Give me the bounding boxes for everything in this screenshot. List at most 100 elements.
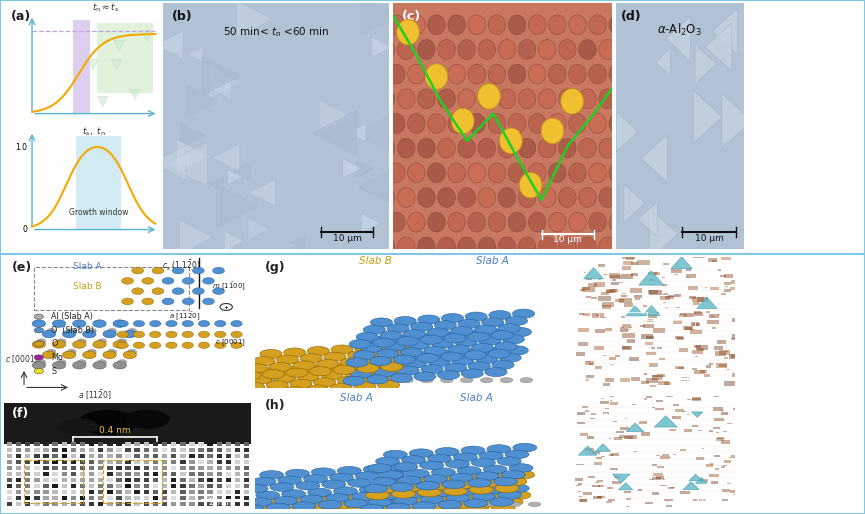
Circle shape — [113, 320, 126, 327]
Bar — [598, 279, 600, 280]
Circle shape — [407, 341, 430, 350]
Bar — [587, 283, 597, 287]
Circle shape — [425, 64, 448, 89]
Circle shape — [213, 267, 225, 274]
Circle shape — [448, 212, 465, 232]
Bar — [646, 378, 658, 383]
Circle shape — [529, 15, 546, 34]
Circle shape — [118, 339, 126, 344]
Circle shape — [213, 288, 225, 295]
Bar — [189, 460, 195, 464]
Bar — [594, 282, 605, 287]
Circle shape — [32, 341, 46, 348]
Text: ~0.4 μm: ~0.4 μm — [588, 413, 625, 422]
Circle shape — [388, 212, 405, 232]
Circle shape — [424, 474, 447, 483]
Circle shape — [304, 365, 326, 374]
Bar — [53, 442, 58, 446]
Bar — [719, 351, 730, 355]
Bar — [216, 490, 222, 493]
Bar — [116, 490, 122, 493]
Bar — [638, 489, 643, 491]
Bar — [625, 506, 629, 507]
Circle shape — [269, 362, 292, 372]
Polygon shape — [693, 90, 722, 143]
Circle shape — [182, 331, 194, 338]
Circle shape — [343, 499, 368, 508]
Circle shape — [438, 371, 459, 379]
Circle shape — [248, 498, 272, 506]
Circle shape — [599, 188, 617, 207]
Bar — [612, 280, 616, 281]
Circle shape — [475, 325, 497, 334]
Circle shape — [403, 497, 427, 505]
Circle shape — [215, 331, 226, 338]
Circle shape — [488, 15, 506, 34]
Circle shape — [131, 288, 144, 295]
Bar — [116, 466, 122, 470]
Bar — [669, 487, 674, 488]
Circle shape — [499, 498, 523, 506]
Bar — [649, 290, 657, 294]
Circle shape — [37, 339, 46, 344]
Bar — [692, 425, 698, 427]
Bar — [686, 268, 691, 271]
Bar — [706, 464, 713, 467]
Circle shape — [418, 40, 435, 59]
Bar — [171, 484, 176, 488]
Circle shape — [498, 323, 521, 333]
Bar — [710, 481, 718, 484]
Circle shape — [364, 484, 388, 493]
Circle shape — [498, 138, 516, 158]
Circle shape — [426, 502, 439, 507]
Circle shape — [451, 480, 475, 489]
Bar — [653, 328, 664, 333]
Bar — [134, 466, 140, 470]
Circle shape — [377, 491, 401, 500]
Bar — [34, 448, 40, 452]
Bar — [649, 479, 653, 480]
Bar — [89, 478, 94, 482]
Bar — [662, 479, 665, 480]
Circle shape — [499, 353, 522, 362]
Circle shape — [282, 490, 305, 498]
Circle shape — [448, 15, 465, 34]
Bar — [586, 379, 589, 380]
Circle shape — [478, 89, 496, 108]
Circle shape — [416, 482, 439, 490]
Circle shape — [481, 492, 505, 501]
Bar — [171, 442, 176, 446]
Bar — [226, 484, 231, 488]
Bar — [583, 313, 590, 316]
Circle shape — [609, 64, 626, 84]
Circle shape — [368, 336, 389, 345]
Circle shape — [34, 327, 43, 333]
Bar — [208, 502, 213, 506]
Bar — [688, 414, 689, 415]
Circle shape — [345, 506, 369, 514]
Bar — [577, 421, 585, 425]
Circle shape — [397, 20, 420, 45]
Circle shape — [93, 341, 106, 348]
Circle shape — [353, 499, 377, 508]
Circle shape — [599, 138, 617, 158]
Circle shape — [319, 507, 343, 514]
Bar — [180, 502, 185, 506]
Bar — [180, 495, 185, 500]
Bar — [7, 466, 12, 470]
Bar — [665, 296, 674, 300]
Circle shape — [418, 237, 435, 256]
Circle shape — [128, 350, 137, 354]
Bar — [626, 257, 634, 261]
Polygon shape — [371, 37, 392, 58]
Circle shape — [37, 360, 46, 365]
Bar — [16, 448, 22, 452]
Bar — [652, 492, 659, 495]
Circle shape — [468, 212, 485, 232]
Bar — [162, 454, 167, 457]
Bar — [171, 466, 176, 470]
Bar — [216, 484, 222, 488]
Circle shape — [609, 212, 626, 232]
Circle shape — [568, 15, 586, 34]
Bar — [656, 455, 660, 456]
